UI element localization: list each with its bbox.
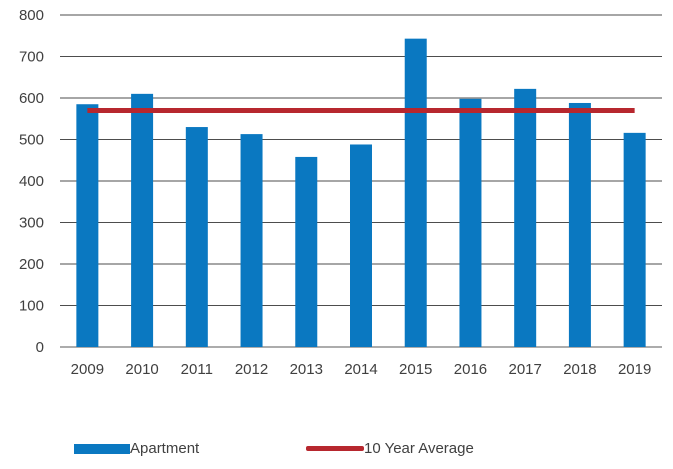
x-tick-label: 2012 xyxy=(235,361,268,378)
y-tick-label: 800 xyxy=(19,7,44,24)
y-tick-label: 700 xyxy=(19,49,44,66)
x-tick-label: 2013 xyxy=(290,361,323,378)
y-tick-label: 0 xyxy=(36,339,44,356)
y-tick-label: 400 xyxy=(19,173,44,190)
bar-apartment-2013 xyxy=(295,156,318,347)
x-tick-label: 2015 xyxy=(399,361,432,378)
y-tick-label: 100 xyxy=(19,298,44,315)
bar-apartment-2012 xyxy=(240,134,263,347)
bar-apartment-2010 xyxy=(131,93,154,347)
legend-swatch-apartment xyxy=(74,443,130,454)
bar-apartment-2019 xyxy=(623,132,646,347)
y-tick-label: 600 xyxy=(19,90,44,107)
legend-item-apartment: Apartment xyxy=(74,440,199,457)
legend: Apartment 10 Year Average xyxy=(0,440,673,462)
y-tick-label: 200 xyxy=(19,256,44,273)
legend-item-10-year-average: 10 Year Average xyxy=(306,440,474,457)
bar-apartment-2015 xyxy=(404,38,427,347)
y-tick-labels: 0 100 200 300 400 500 600 700 800 xyxy=(19,7,44,356)
y-tick-label: 500 xyxy=(19,132,44,149)
x-tick-label: 2009 xyxy=(71,361,104,378)
bar-apartment-2009 xyxy=(76,104,99,347)
x-tick-label: 2010 xyxy=(125,361,158,378)
bar-apartment-2017 xyxy=(514,88,537,348)
x-tick-label: 2016 xyxy=(454,361,487,378)
x-tick-label: 2011 xyxy=(181,361,213,378)
bar-apartment-2014 xyxy=(350,144,372,347)
x-tick-label: 2019 xyxy=(618,361,651,378)
x-tick-label: 2014 xyxy=(344,361,377,378)
bars xyxy=(76,38,646,348)
legend-label-apartment: Apartment xyxy=(130,440,200,457)
legend-swatch-10-year-average xyxy=(306,446,364,451)
bar-apartment-2016 xyxy=(459,98,482,347)
legend-label-10-year-average: 10 Year Average xyxy=(364,440,474,457)
bar-apartment-2011 xyxy=(185,127,208,347)
x-tick-label: 2018 xyxy=(563,361,596,378)
y-tick-label: 300 xyxy=(19,215,44,232)
bar-apartment-2018 xyxy=(568,102,591,347)
x-tick-labels: 2009 2010 2011 2012 2013 2014 2015 2016 2017 2018… xyxy=(71,361,652,378)
x-tick-label: 2017 xyxy=(508,361,541,378)
